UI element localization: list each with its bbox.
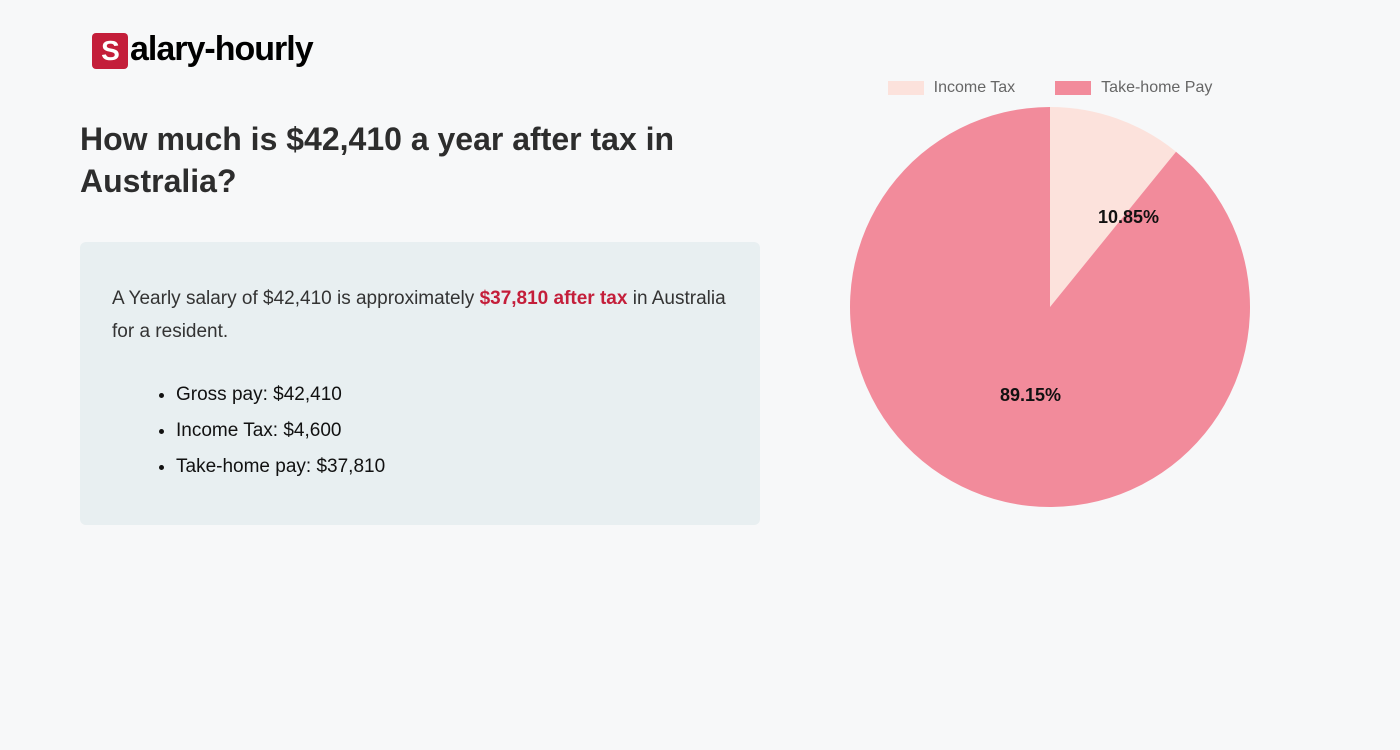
legend-label-tax: Income Tax xyxy=(934,79,1016,97)
pie-chart: 10.85% 89.15% xyxy=(850,107,1250,507)
summary-text: A Yearly salary of $42,410 is approximat… xyxy=(112,282,728,349)
summary-pre: A Yearly salary of $42,410 is approximat… xyxy=(112,288,480,309)
breakdown-takehome: Take-home pay: $37,810 xyxy=(176,449,728,485)
site-logo: Salary-hourly xyxy=(92,30,1320,69)
pie-label-takehome: 89.15% xyxy=(1000,385,1061,406)
logo-text: alary-hourly xyxy=(130,30,313,68)
legend-item-tax: Income Tax xyxy=(888,79,1016,97)
legend-label-takehome: Take-home Pay xyxy=(1101,79,1212,97)
main-content: How much is $42,410 a year after tax in … xyxy=(80,119,1320,525)
breakdown-tax: Income Tax: $4,600 xyxy=(176,413,728,449)
chart-legend: Income Tax Take-home Pay xyxy=(888,79,1213,97)
legend-swatch-tax xyxy=(888,81,924,95)
legend-item-takehome: Take-home Pay xyxy=(1055,79,1212,97)
breakdown-gross: Gross pay: $42,410 xyxy=(176,377,728,413)
summary-highlight: $37,810 after tax xyxy=(480,288,628,309)
breakdown-list: Gross pay: $42,410 Income Tax: $4,600 Ta… xyxy=(112,377,728,485)
summary-box: A Yearly salary of $42,410 is approximat… xyxy=(80,242,760,525)
pie-label-tax: 10.85% xyxy=(1098,207,1159,228)
left-column: How much is $42,410 a year after tax in … xyxy=(80,119,760,525)
logo-box-letter: S xyxy=(92,33,128,69)
legend-swatch-takehome xyxy=(1055,81,1091,95)
page-heading: How much is $42,410 a year after tax in … xyxy=(80,119,760,202)
pie-svg xyxy=(850,107,1250,507)
chart-column: Income Tax Take-home Pay 10.85% 89.15% xyxy=(820,79,1280,525)
